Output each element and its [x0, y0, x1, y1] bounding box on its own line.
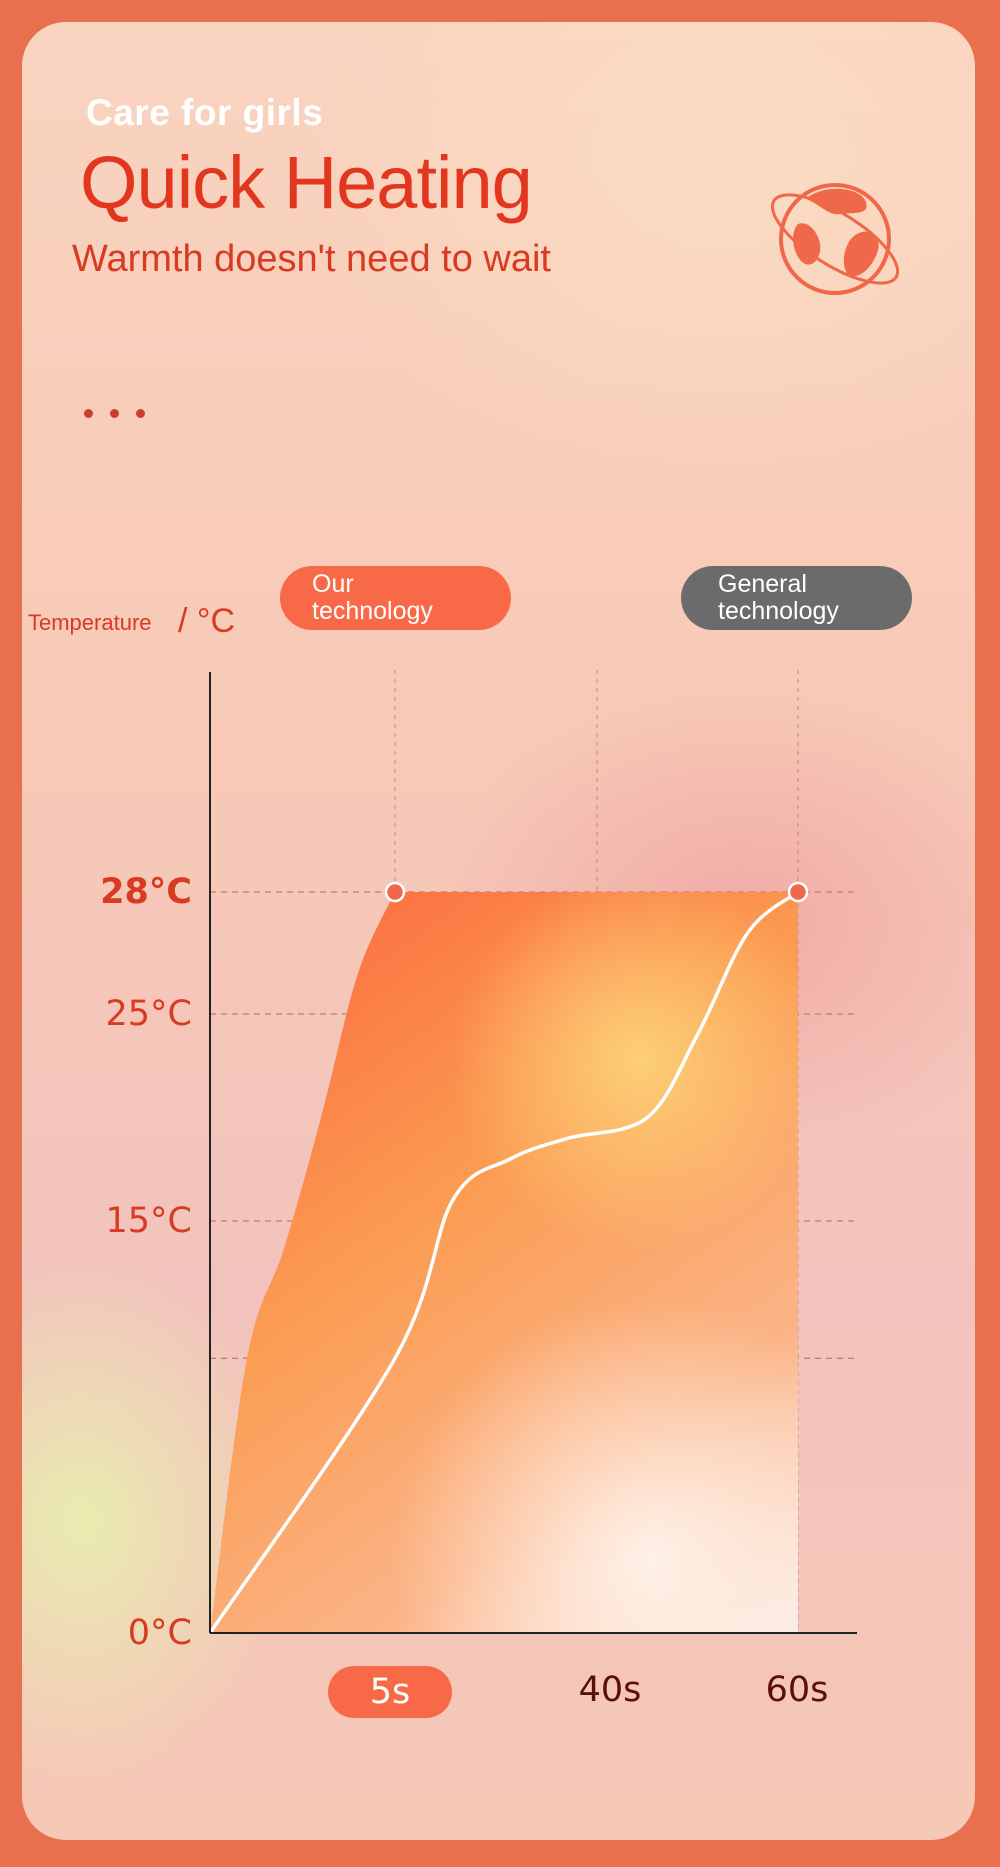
legend-our-technology: Our technology: [280, 566, 511, 630]
legend-general-technology: General technology: [681, 566, 912, 630]
line-general-technology: [208, 890, 800, 1634]
ellipsis-icon[interactable]: [84, 403, 162, 422]
points-layer: [384, 881, 809, 903]
peak-point: [384, 881, 406, 903]
globe-orbit-icon: [770, 183, 900, 295]
y-tick-label: 25°C: [105, 994, 192, 1034]
peak-point: [787, 881, 809, 903]
y-tick-label: 28°C: [100, 872, 192, 912]
y-tick-label: 15°C: [105, 1201, 192, 1241]
kicker-text: Care for girls: [86, 92, 324, 133]
y-axis-label: Temperature: [28, 610, 152, 635]
legend-general-line2: technology: [718, 597, 839, 625]
x-tick-label: 60s: [765, 1670, 829, 1710]
legend-ours-line2: technology: [312, 597, 433, 625]
legend-ours-line1: Our: [312, 570, 354, 598]
legend-general-line1: General: [718, 570, 807, 598]
x-tick-label: 5s: [328, 1666, 452, 1718]
y-tick-label: 0°C: [127, 1613, 192, 1653]
y-axis-unit: / °C: [178, 602, 236, 640]
page-title: Quick Heating: [80, 141, 533, 224]
page-subtitle: Warmth doesn't need to wait: [72, 238, 551, 280]
area-glow-low: [210, 892, 798, 1633]
x-tick-label: 40s: [578, 1670, 642, 1710]
